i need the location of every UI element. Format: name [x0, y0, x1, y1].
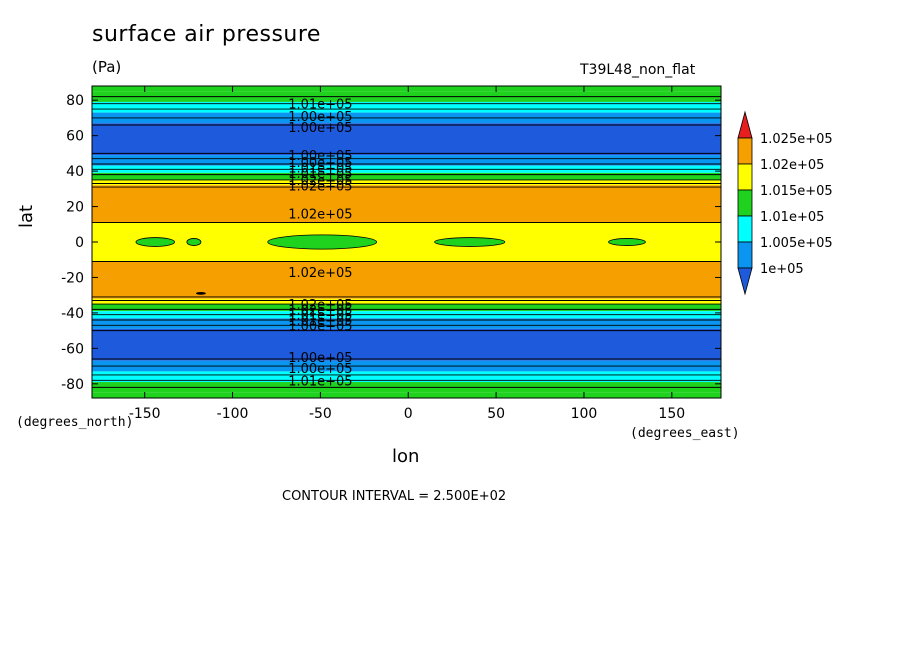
- colorbar-swatch-2: [737, 163, 753, 191]
- x-tick-label-3: 0: [404, 406, 413, 422]
- contour-label-17: 1.00e+05: [288, 362, 352, 377]
- pressure-band-2: [92, 101, 721, 113]
- colorbar-swatch-5: [737, 241, 753, 269]
- plot-area: 1.01e+051.00e+051.00e+051.00e+051.00e+05…: [92, 86, 721, 398]
- contour-label-9: 1.02e+05: [288, 208, 352, 223]
- axes: -150 -100 -50 0 50 100 150 -80 -60 -40 -20 0 20 40 60 8…: [61, 85, 722, 422]
- y-tick-label-5: 20: [66, 200, 84, 216]
- y-axis-units: (degrees_north): [16, 415, 134, 430]
- x-tick-label-6: 150: [658, 406, 685, 422]
- low-pressure-core-1: [117, 339, 559, 350]
- contour-label-8: 1.02e+05: [288, 179, 352, 194]
- colorbar-swatch-4: [737, 215, 753, 243]
- contour-label-3: 1.00e+05: [288, 149, 352, 164]
- contour-label-10: 1.02e+05: [288, 266, 352, 281]
- pressure-band-13: [92, 304, 721, 312]
- colorbar-label-5: 1e+05: [760, 262, 804, 277]
- pressure-band-11: [92, 261, 721, 299]
- x-tick-label-2: -50: [309, 406, 332, 422]
- chart-title: surface air pressure: [92, 22, 321, 47]
- pressure-band-9: [92, 185, 721, 223]
- colorbar-label-2: 1.015e+05: [760, 184, 833, 199]
- y-tick-label-8: 80: [66, 93, 84, 109]
- contour-label-15: 1.00e+05: [288, 319, 352, 334]
- colorbar-swatch-1: [737, 137, 753, 165]
- colorbar-label-0: 1.025e+05: [760, 132, 833, 147]
- equatorial-patch-3: [434, 237, 506, 247]
- pressure-band-0: [92, 86, 721, 92]
- x-tick-label-0: -150: [129, 406, 161, 422]
- pressure-band-20: [92, 392, 721, 398]
- y-tick-label-6: 40: [66, 164, 84, 180]
- x-tick-label-4: 50: [487, 406, 505, 422]
- contour-label-5: 1.01e+05: [288, 162, 352, 177]
- contour-label-18: 1.01e+05: [288, 374, 352, 389]
- pressure-band-5: [92, 155, 721, 166]
- colorbar-top-arrow: [737, 110, 753, 139]
- y-tick-label-3: -20: [61, 270, 84, 286]
- contour-label-12: 1.02e+05: [288, 303, 352, 318]
- contour-label-16: 1.00e+05: [288, 351, 352, 366]
- y-tick-label-2: -40: [61, 306, 84, 322]
- x-axis-label: lon: [392, 446, 420, 467]
- chart-units: (Pa): [92, 58, 122, 76]
- small-contour-feature: [195, 292, 206, 295]
- x-tick-label-1: -100: [217, 406, 249, 422]
- y-tick-label-7: 60: [66, 129, 84, 145]
- pressure-band-8: [92, 179, 721, 186]
- x-axis-units: (degrees_east): [630, 426, 740, 441]
- y-axis-label: lat: [16, 204, 37, 228]
- equatorial-patch-2: [267, 234, 378, 250]
- colorbar-label-1: 1.02e+05: [760, 158, 824, 173]
- y-tick-label-1: -60: [61, 341, 84, 357]
- pressure-band-15: [92, 318, 721, 329]
- x-tick-label-5: 100: [571, 406, 598, 422]
- contour-label-13: 1.01e+05: [288, 309, 352, 324]
- pressure-band-18: [92, 371, 721, 383]
- low-pressure-core-0: [117, 134, 559, 145]
- contour-label-6: 1.01e+05: [288, 167, 352, 182]
- y-tick-label-0: -80: [61, 377, 84, 393]
- colorbar-label-4: 1.005e+05: [760, 236, 833, 251]
- colorbar-legend: 1.025e+05 1.02e+05 1.015e+05 1.01e+05 1.005e…: [737, 110, 833, 296]
- contour-label-0: 1.01e+05: [288, 98, 352, 113]
- colorbar-swatch-3: [737, 189, 753, 217]
- y-tick-label-4: 0: [75, 235, 84, 251]
- contour-interval-note: CONTOUR INTERVAL = 2.500E+02: [282, 489, 507, 504]
- contour-label-4: 1.00e+05: [288, 156, 352, 171]
- pressure-band-7: [92, 172, 721, 180]
- contour-label-7: 1.02e+05: [288, 174, 352, 189]
- contour-label-11: 1.02e+05: [288, 298, 352, 313]
- colorbar-label-3: 1.01e+05: [760, 210, 824, 225]
- equatorial-patch-0: [135, 237, 175, 247]
- contour-label-2: 1.00e+05: [288, 121, 352, 136]
- pressure-band-12: [92, 298, 721, 305]
- experiment-label: T39L48_non_flat: [580, 62, 696, 78]
- colorbar-bottom-arrow: [737, 267, 753, 296]
- contour-label-1: 1.00e+05: [288, 110, 352, 125]
- contour-label-14: 1.01e+05: [288, 314, 352, 329]
- equatorial-patch-4: [608, 238, 646, 246]
- equatorial-patch-1: [186, 238, 202, 246]
